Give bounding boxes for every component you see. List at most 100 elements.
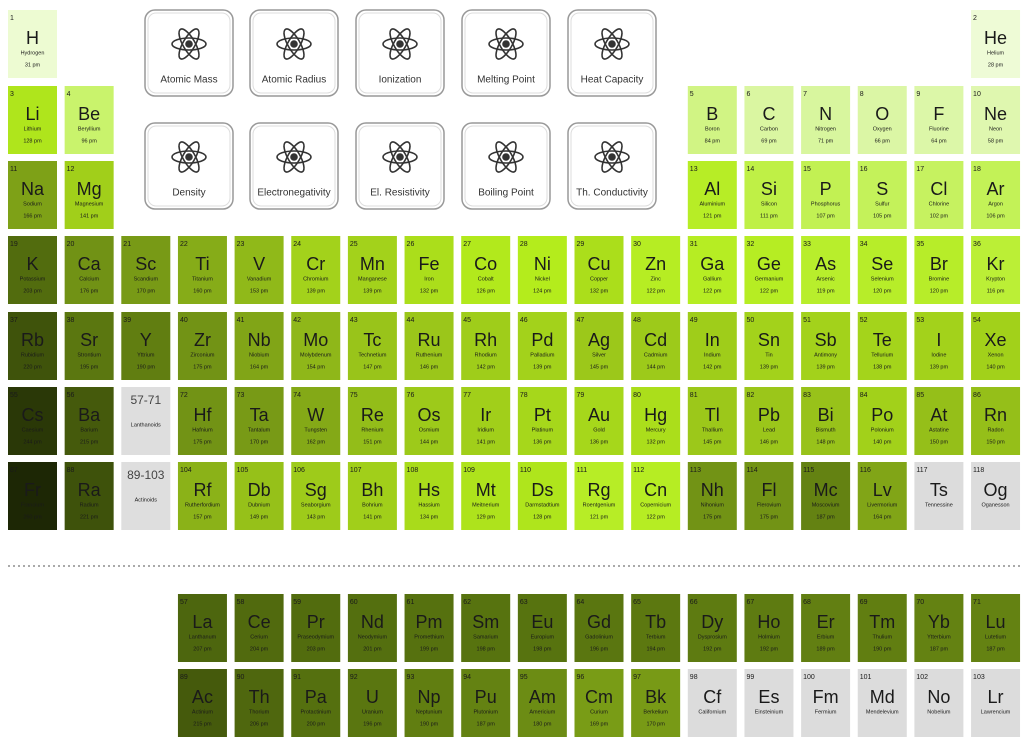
property-button[interactable]: Atomic Mass (144, 9, 234, 97)
atomic-radius: 187 pm (930, 646, 949, 652)
element-cell: 24 Cr Chromium 139 pm (291, 236, 341, 304)
property-button[interactable]: Melting Point (461, 9, 551, 97)
element-cell: 51 Sb Antimony 139 pm (801, 312, 851, 380)
property-button[interactable]: Th. Conductivity (567, 122, 657, 210)
element-symbol: Ca (78, 254, 102, 274)
atomic-number: 112 (633, 467, 644, 474)
element-symbol: Tc (363, 330, 381, 350)
element-name: Rubidium (21, 352, 45, 358)
element-name: Flerovium (757, 502, 782, 508)
atomic-number: 53 (916, 317, 924, 324)
element-tile (687, 462, 737, 530)
atomic-number: 86 (973, 392, 981, 399)
element-name: Yttrium (137, 352, 155, 358)
element-name: Francium (21, 502, 44, 508)
element-name: Niobium (249, 352, 270, 358)
atomic-number: 13 (690, 166, 698, 173)
atomic-number: 28 (520, 241, 528, 248)
element-name: Nihonium (701, 502, 725, 508)
element-symbol: U (366, 687, 379, 707)
atomic-radius: 146 pm (760, 439, 779, 445)
element-name: Fluorine (929, 126, 949, 132)
element-symbol: Bk (645, 687, 667, 707)
element-symbol: Pu (475, 687, 497, 707)
element-symbol: Lu (986, 612, 1006, 632)
atomic-number: 83 (803, 392, 811, 399)
element-symbol: Eu (531, 612, 553, 632)
property-button[interactable]: Density (144, 122, 234, 210)
element-tile (914, 236, 964, 304)
button-label: Melting Point (477, 75, 535, 86)
atomic-number: 11 (10, 166, 17, 173)
atomic-radius: 141 pm (477, 439, 496, 445)
element-name: Thorium (249, 709, 270, 715)
button-icon (382, 141, 418, 173)
icon-orbit (283, 28, 305, 60)
property-button[interactable]: Electronegativity (249, 122, 339, 210)
icon-orbit (601, 141, 623, 173)
property-button[interactable]: Boiling Point (461, 122, 551, 210)
button-inner (570, 12, 654, 94)
element-symbol: W (307, 405, 324, 425)
atomic-radius: 206 pm (250, 721, 269, 727)
element-tile (347, 236, 397, 304)
element-symbol: Rn (984, 405, 1007, 425)
atomic-number: 4 (67, 91, 71, 98)
element-cell: 99 Es Einsteinium (744, 669, 794, 737)
atomic-number: 115 (803, 467, 814, 474)
element-name: Radium (80, 502, 99, 508)
atomic-number: 101 (860, 674, 872, 681)
element-cell: 5 B Boron 84 pm (687, 86, 737, 154)
atomic-number: 82 (746, 392, 754, 399)
atomic-number: 63 (520, 599, 528, 606)
property-button[interactable]: Heat Capacity (567, 9, 657, 97)
element-name: Neptunium (416, 709, 443, 715)
atomic-number: 25 (350, 241, 358, 248)
element-tile (347, 312, 397, 380)
atomic-radius: 144 pm (420, 439, 439, 445)
element-name: Cobalt (478, 276, 494, 282)
atomic-number: 90 (237, 674, 245, 681)
property-button[interactable]: Ionization (355, 9, 445, 97)
atomic-number: 71 (973, 599, 981, 606)
atomic-radius: 207 pm (193, 646, 212, 652)
element-cell: 72 Hf Hafnium 175 pm (177, 387, 227, 455)
icon-orbit (389, 141, 411, 173)
element-symbol: Hs (418, 480, 440, 500)
element-symbol: Nd (361, 612, 384, 632)
atomic-radius: 129 pm (477, 514, 496, 520)
atomic-radius: 190 pm (873, 646, 892, 652)
atomic-number: 93 (407, 674, 415, 681)
element-tile (631, 312, 681, 380)
element-tile (857, 462, 907, 530)
property-button[interactable]: El. Resistivity (355, 122, 445, 210)
element-cell: 1 H Hydrogen 31 pm (8, 10, 57, 78)
element-symbol: Ru (418, 330, 441, 350)
atomic-radius: 142 pm (703, 364, 722, 370)
element-name: Rhenium (361, 427, 383, 433)
element-name: Praseodymium (297, 634, 334, 640)
atomic-number: 84 (860, 392, 868, 399)
element-tile (744, 86, 794, 154)
element-symbol: Lv (873, 480, 892, 500)
atomic-radius: 134 pm (420, 514, 439, 520)
placeholder-range: 89-103 (127, 468, 165, 482)
atomic-number: 66 (690, 599, 698, 606)
property-button[interactable]: Atomic Radius (249, 9, 339, 97)
element-cell: 98 Cf Californium (687, 669, 737, 737)
element-symbol: No (927, 687, 950, 707)
element-cell: 18 Ar Argon 106 pm (971, 161, 1021, 229)
atomic-radius: 187 pm (816, 514, 835, 520)
element-symbol: Lr (988, 687, 1004, 707)
atomic-number: 118 (973, 467, 984, 474)
atomic-radius: 203 pm (23, 288, 42, 294)
atomic-number: 52 (860, 317, 868, 324)
atomic-number: 91 (293, 674, 301, 681)
